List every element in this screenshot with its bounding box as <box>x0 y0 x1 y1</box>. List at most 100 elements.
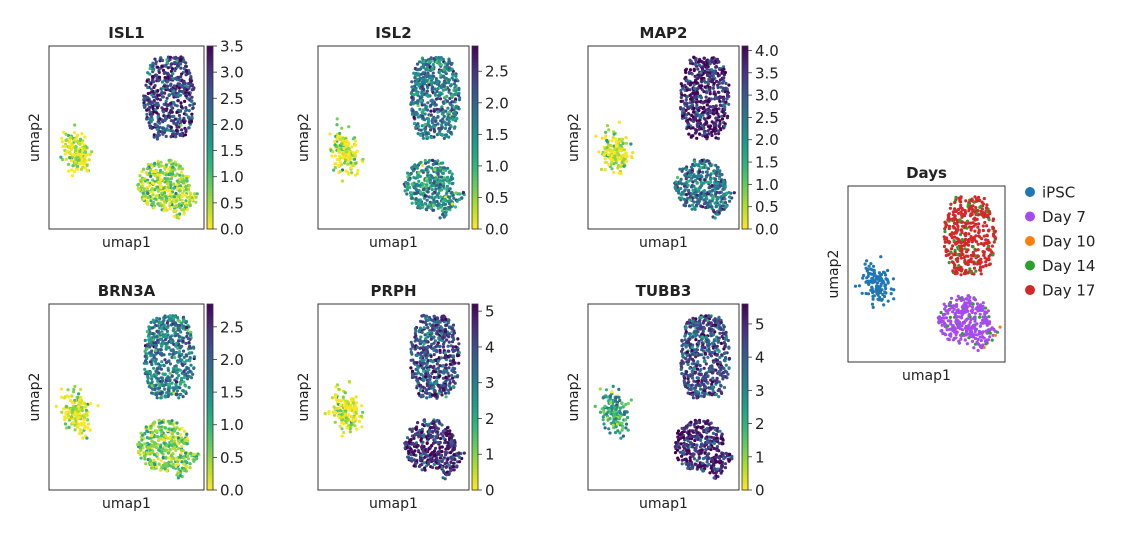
data-point <box>420 163 425 167</box>
data-point <box>447 81 451 85</box>
data-point <box>692 110 696 114</box>
data-point <box>67 169 71 173</box>
data-point <box>153 420 157 424</box>
data-point <box>338 131 342 135</box>
data-point <box>68 145 72 149</box>
data-point <box>168 207 172 211</box>
data-point <box>156 79 161 83</box>
data-point <box>604 160 609 164</box>
data-point <box>714 163 718 167</box>
data-point <box>177 113 181 118</box>
colorbar-tick-label: 1.0 <box>220 168 244 186</box>
data-point <box>439 204 443 208</box>
data-point <box>606 153 610 157</box>
data-point <box>709 199 713 203</box>
data-point <box>350 145 354 149</box>
data-point <box>154 445 158 449</box>
data-point <box>732 191 736 195</box>
data-point <box>168 55 173 59</box>
data-point <box>144 462 148 466</box>
data-point <box>436 122 440 126</box>
colorbar-segment <box>207 213 213 218</box>
data-point <box>419 160 423 164</box>
data-point <box>344 404 348 408</box>
data-point <box>714 104 718 108</box>
data-point <box>171 72 175 76</box>
data-point <box>447 90 451 94</box>
data-point <box>75 156 79 160</box>
data-point <box>705 103 709 107</box>
data-point <box>182 462 186 466</box>
data-point <box>693 86 697 91</box>
data-point <box>605 146 609 150</box>
data-point <box>690 170 694 174</box>
data-point <box>417 170 421 174</box>
colorbar-tick-label: 2.0 <box>220 116 244 134</box>
cluster-top-right <box>142 55 196 141</box>
data-point <box>701 170 705 174</box>
data-point <box>403 189 407 193</box>
data-point <box>453 113 458 117</box>
data-point <box>166 177 170 181</box>
data-point <box>599 167 604 171</box>
colorbar: 0.00.51.01.52.02.5 <box>206 303 244 500</box>
data-point <box>416 124 421 128</box>
data-point <box>416 122 420 126</box>
data-point <box>610 154 614 158</box>
data-point <box>172 89 176 93</box>
data-point <box>707 77 711 81</box>
data-point <box>613 137 618 141</box>
data-point <box>163 91 167 95</box>
data-point <box>450 172 454 176</box>
data-point <box>138 452 142 456</box>
data-point <box>178 205 182 209</box>
data-point <box>333 154 337 158</box>
data-point <box>163 372 167 376</box>
data-point <box>180 358 184 362</box>
data-point <box>178 386 182 390</box>
data-point <box>194 195 198 199</box>
data-point <box>430 98 434 102</box>
colorbar-tick-label: 1.0 <box>485 157 509 175</box>
data-point <box>722 114 726 118</box>
colorbar-segment <box>472 46 478 50</box>
data-point <box>347 147 351 151</box>
data-point <box>169 177 173 181</box>
data-point <box>457 91 461 95</box>
data-point <box>168 314 172 318</box>
data-point <box>416 101 420 105</box>
data-point <box>146 91 150 96</box>
colorbar-segment <box>207 85 213 90</box>
data-point <box>707 100 711 104</box>
data-point <box>706 116 710 120</box>
data-point <box>192 458 196 462</box>
data-point <box>88 152 92 157</box>
data-point <box>151 430 155 435</box>
data-point <box>706 129 710 133</box>
data-point <box>340 398 344 402</box>
data-point <box>702 90 706 94</box>
data-point <box>60 140 65 144</box>
data-point <box>164 195 168 199</box>
data-point <box>707 190 712 194</box>
data-point <box>155 73 159 78</box>
data-point <box>188 351 192 355</box>
data-point <box>340 179 344 183</box>
data-point <box>189 451 193 455</box>
data-point <box>344 145 348 149</box>
data-point <box>184 320 189 324</box>
colorbar-tick-label: 2.5 <box>220 318 244 336</box>
chart-title: ISL2 <box>375 24 411 42</box>
data-point <box>167 346 171 350</box>
data-point <box>410 111 415 115</box>
data-point <box>705 170 709 174</box>
data-point <box>153 95 157 99</box>
data-point <box>693 117 697 121</box>
data-point <box>693 96 697 100</box>
data-point <box>712 194 716 198</box>
data-point <box>724 100 728 104</box>
data-point <box>711 128 715 132</box>
data-point <box>447 122 451 126</box>
data-point <box>159 186 163 190</box>
data-point <box>78 142 82 146</box>
